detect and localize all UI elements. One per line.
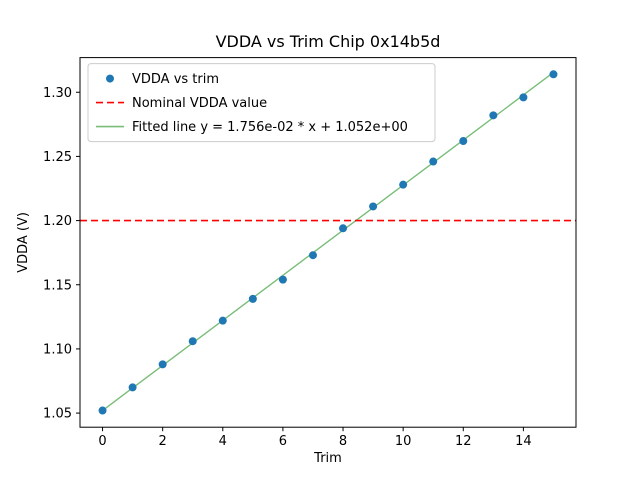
y-tick-label: 1.30 [43, 86, 72, 101]
scatter-point [188, 337, 197, 346]
scatter-point [459, 137, 468, 146]
legend-marker-scatter [106, 74, 114, 83]
legend-label: Nominal VDDA value [132, 96, 267, 111]
x-tick-label: 0 [98, 434, 106, 449]
scatter-point [248, 294, 257, 303]
legend-box [87, 63, 436, 143]
scatter-point [98, 406, 107, 415]
scatter-point [128, 383, 137, 392]
y-tick-label: 1.15 [43, 278, 72, 293]
fitted-line [102, 71, 554, 412]
scatter-point [399, 180, 408, 189]
scatter-point [549, 70, 558, 79]
chart-title: VDDA vs Trim Chip 0x14b5d [216, 32, 441, 51]
y-tick-label: 1.25 [43, 150, 72, 165]
legend-label: Fitted line y = 1.756e-02 * x + 1.052e+0… [132, 120, 408, 135]
scatter-point [489, 111, 498, 120]
x-tick-label: 14 [515, 434, 532, 449]
scatter-point [218, 316, 227, 325]
scatter-point [369, 202, 378, 211]
legend-label: VDDA vs trim [132, 72, 219, 87]
x-axis-label: Trim [313, 451, 342, 466]
scatter-point [429, 157, 438, 166]
x-tick-label: 10 [395, 434, 412, 449]
scatter-point [158, 360, 167, 369]
x-tick-label: 2 [159, 434, 167, 449]
x-tick-label: 8 [339, 434, 347, 449]
x-tick-label: 12 [455, 434, 472, 449]
scatter-point [519, 93, 528, 102]
y-axis-label: VDDA (V) [16, 212, 31, 273]
scatter-point [278, 275, 287, 284]
scatter-point [308, 251, 317, 260]
y-tick-label: 1.20 [43, 214, 72, 229]
y-tick-label: 1.10 [43, 342, 72, 357]
axes-frame [79, 57, 577, 428]
x-tick-label: 4 [219, 434, 227, 449]
x-tick-label: 6 [279, 434, 287, 449]
scatter-point [339, 224, 348, 233]
y-tick-label: 1.05 [43, 407, 72, 422]
